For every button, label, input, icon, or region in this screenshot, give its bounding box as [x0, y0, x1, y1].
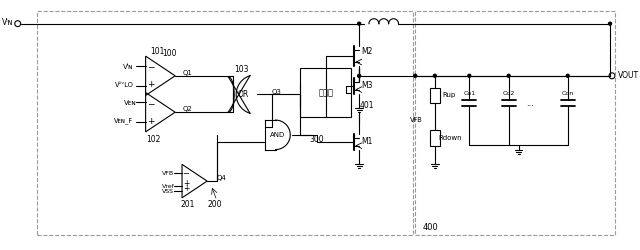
Text: 400: 400 — [423, 223, 439, 232]
Text: VᵁᵛLO: VᵁᵛLO — [115, 82, 133, 88]
Text: Vᴇɴ: Vᴇɴ — [124, 100, 136, 106]
Text: ...: ... — [527, 99, 534, 108]
Text: Q2: Q2 — [183, 106, 193, 112]
Text: Vᴵɴ: Vᴵɴ — [123, 64, 133, 70]
Text: Co2: Co2 — [502, 91, 515, 96]
Text: −: − — [147, 99, 154, 108]
Bar — [300, 68, 351, 117]
Text: 101: 101 — [150, 47, 164, 56]
Text: M2: M2 — [362, 47, 372, 56]
Text: Vᴇɴ_F: Vᴇɴ_F — [115, 118, 134, 124]
Text: Co1: Co1 — [463, 91, 476, 96]
Text: VOUT: VOUT — [618, 71, 639, 80]
Text: 200: 200 — [208, 200, 222, 209]
Text: 100: 100 — [162, 49, 177, 58]
Text: OR: OR — [237, 90, 249, 99]
Circle shape — [358, 74, 360, 77]
Circle shape — [413, 74, 417, 77]
Bar — [430, 130, 440, 146]
Circle shape — [508, 74, 510, 77]
Text: Q1: Q1 — [183, 70, 193, 76]
Text: M3: M3 — [361, 81, 372, 90]
Text: 103: 103 — [234, 66, 248, 74]
Text: Rup: Rup — [442, 92, 455, 98]
Text: Q3: Q3 — [271, 88, 282, 94]
Text: 201: 201 — [180, 200, 195, 209]
Bar — [37, 11, 413, 235]
Circle shape — [433, 74, 436, 77]
Text: VFB: VFB — [162, 171, 174, 176]
Text: VFB: VFB — [410, 117, 423, 123]
Circle shape — [566, 74, 569, 77]
Text: AND: AND — [270, 132, 285, 138]
Text: Q4: Q4 — [217, 175, 227, 181]
Text: VSS: VSS — [163, 188, 174, 194]
Circle shape — [358, 22, 360, 25]
Text: Vᴵɴ: Vᴵɴ — [3, 18, 14, 27]
Text: 102: 102 — [147, 135, 161, 144]
Text: 300: 300 — [310, 135, 324, 144]
Circle shape — [468, 74, 471, 77]
Text: Rdown: Rdown — [439, 135, 463, 141]
Text: Vref: Vref — [162, 184, 175, 188]
Text: M1: M1 — [362, 137, 372, 146]
Bar — [415, 11, 615, 235]
Text: −: − — [147, 62, 154, 72]
Circle shape — [609, 22, 611, 25]
Text: Con: Con — [562, 91, 574, 96]
Text: +: + — [183, 178, 189, 188]
Text: +: + — [183, 184, 189, 193]
Text: +: + — [147, 80, 154, 89]
Text: 401: 401 — [360, 101, 374, 110]
Text: 控制器: 控制器 — [318, 88, 333, 97]
Bar — [430, 88, 440, 103]
Text: +: + — [147, 116, 154, 126]
Text: −: − — [182, 169, 189, 178]
